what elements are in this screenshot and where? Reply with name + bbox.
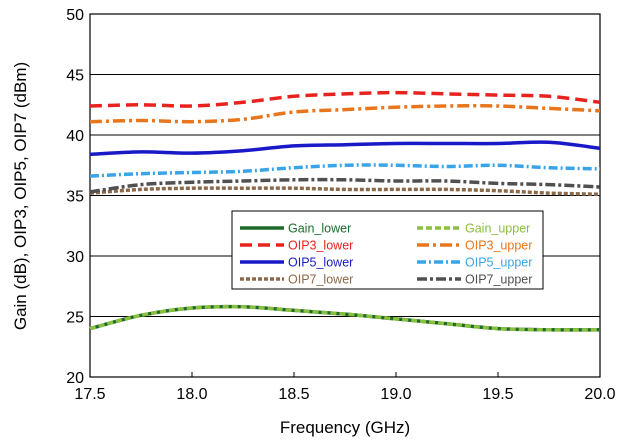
legend-label: OIP7_upper xyxy=(465,273,532,287)
y-tick-label: 45 xyxy=(66,68,84,85)
legend-label: Gain_lower xyxy=(288,222,351,236)
x-axis-title: Frequency (GHz) xyxy=(280,418,410,437)
legend-label: OIP7_lower xyxy=(288,273,353,287)
x-tick-label: 20.0 xyxy=(584,386,615,403)
x-tick-label: 18.5 xyxy=(278,386,309,403)
legend-label: OIP5_upper xyxy=(465,256,532,270)
series-line-oip5-lower xyxy=(89,140,601,157)
y-tick-label: 25 xyxy=(66,310,84,327)
series-line-oip3-upper xyxy=(89,104,601,124)
y-tick-label: 30 xyxy=(66,249,84,266)
legend-label: Gain_upper xyxy=(465,222,530,236)
series-line-oip3-lower xyxy=(89,90,601,108)
gridlines xyxy=(90,13,600,378)
series-lines xyxy=(89,90,601,332)
series-line-oip7-upper xyxy=(89,177,601,194)
legend-box xyxy=(231,210,544,290)
y-tick-label: 40 xyxy=(66,128,84,145)
y-tick-labels: 20 25 30 35 40 45 50 xyxy=(66,7,84,387)
x-tick-label: 19.5 xyxy=(482,386,513,403)
y-tick-label: 35 xyxy=(66,189,84,206)
y-axis-title: Gain (dB), OIP3, OIP5, OIP7 (dBm) xyxy=(11,62,30,330)
legend-label: OIP3_upper xyxy=(465,239,532,253)
y-tick-label: 20 xyxy=(66,370,84,387)
legend: Gain_lower Gain_upper OIP3_lower OIP3_upper… xyxy=(231,210,544,290)
legend-label: OIP3_lower xyxy=(288,239,353,253)
series-line-oip5-upper xyxy=(89,163,601,178)
x-tick-label: 18.0 xyxy=(176,386,207,403)
y-tick-label: 50 xyxy=(66,7,84,24)
series-line-oip7-lower xyxy=(89,186,601,197)
x-tick-label: 19.0 xyxy=(380,386,411,403)
legend-label: OIP5_lower xyxy=(288,256,353,270)
x-tick-label: 17.5 xyxy=(74,386,105,403)
series-line-gain-upper xyxy=(89,304,601,332)
x-tick-labels: 17.5 18.0 18.5 19.0 19.5 20.0 xyxy=(74,372,616,403)
